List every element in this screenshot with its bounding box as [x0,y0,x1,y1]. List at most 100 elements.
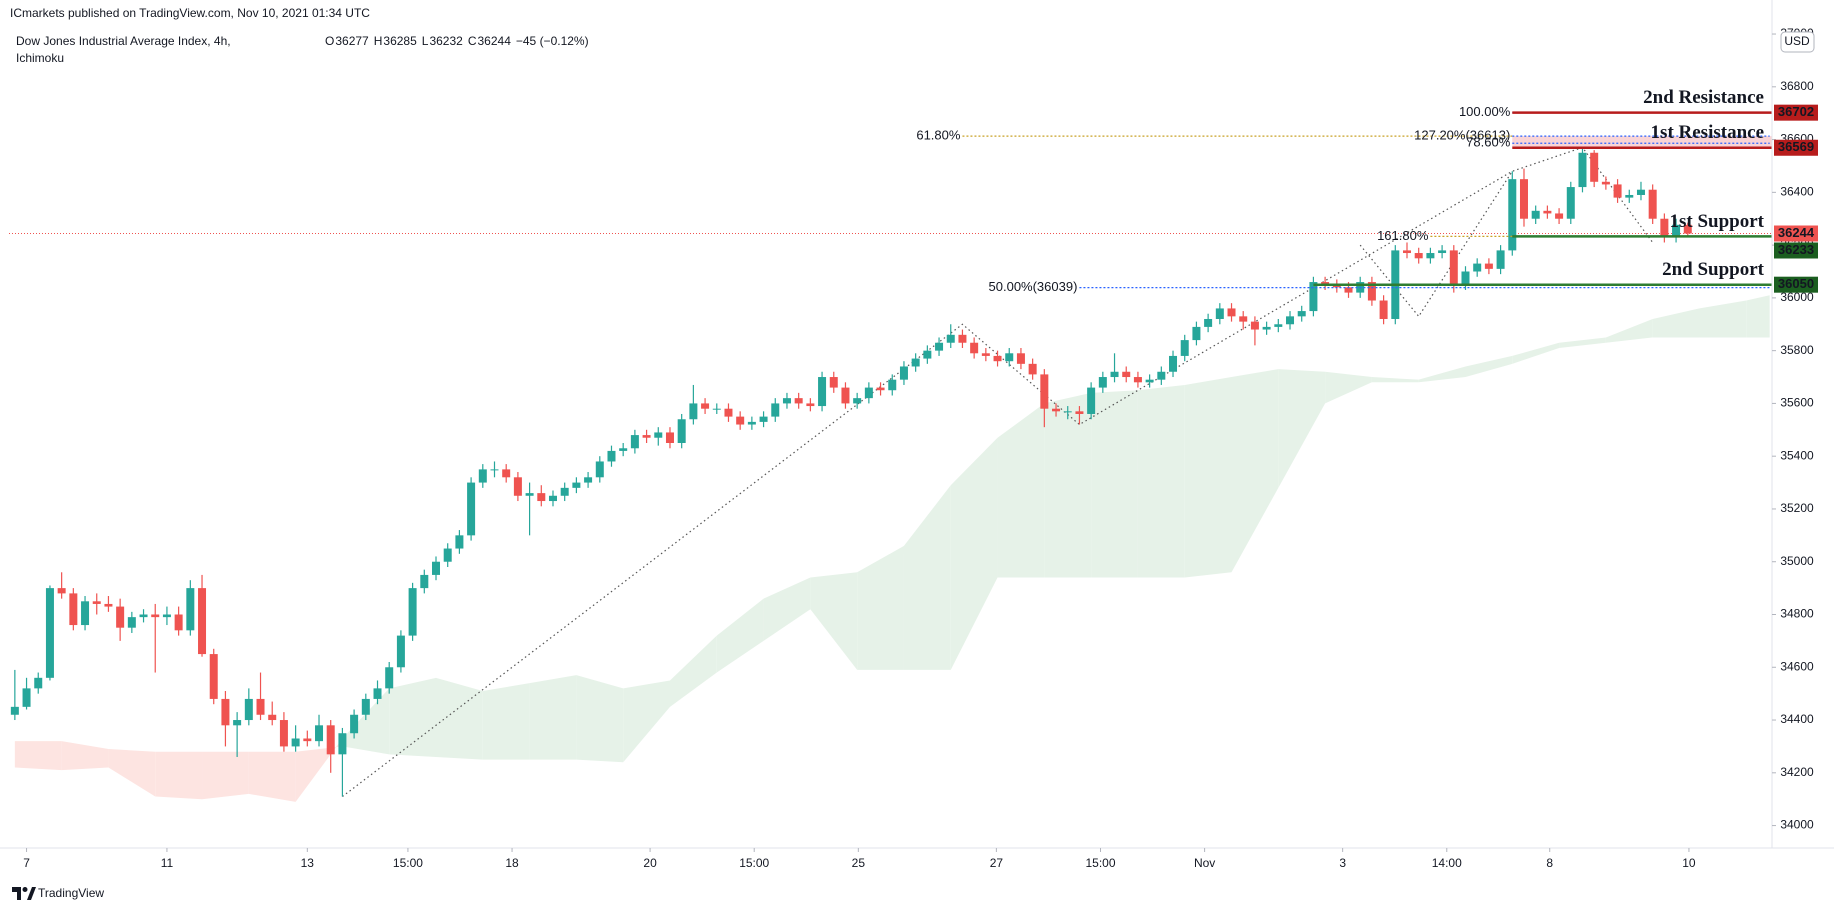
cloud-segment [1465,355,1513,378]
cloud-segment [716,598,764,673]
price-badge-label: 36569 [1778,139,1814,154]
candle-body [57,588,66,594]
candle-body [853,398,862,404]
cloud-segment [1184,377,1232,578]
candle-body [771,403,780,417]
candle-body [1660,218,1669,238]
ohlc-value: 36285 [383,34,417,48]
candle-body [139,614,148,618]
x-tick-label: Nov [1194,856,1215,870]
candle-body [689,403,698,420]
ohlc-value: 36277 [335,34,369,48]
fib-label: 127.20%(36613) [1414,128,1510,143]
candle-body [1625,194,1634,198]
x-tick-label: 20 [643,856,657,870]
cloud-segment [950,437,998,670]
candle-body [630,435,639,449]
candle-body [361,698,370,715]
candle-body [443,548,452,562]
candle-body [244,698,253,721]
candle-body [1016,353,1025,364]
cloud-segment [1278,369,1326,488]
candle-body [338,733,347,755]
y-tick-label: 34400 [1780,712,1814,726]
candle-body [104,603,113,607]
candle-body [1262,326,1271,330]
x-tick-label: 10 [1682,856,1696,870]
cloud-segment [903,485,951,670]
candle-body [315,725,324,742]
y-tick-label: 35800 [1780,343,1814,357]
cloud-segment [576,675,624,763]
candle-body [642,435,651,438]
candle-body [1344,287,1353,293]
cloud-segment [295,738,343,802]
cloud-segment [1605,318,1653,343]
candle-body [1309,282,1318,312]
x-tick-label: 3 [1339,856,1346,870]
candle-body [116,606,125,628]
candle-body [45,588,54,678]
cloud-segment [436,677,483,760]
candle-body [677,419,686,443]
candle-body [1683,224,1692,234]
candle-body [1601,181,1610,185]
candle-body [1274,324,1283,327]
candle-body [350,714,359,734]
candle-body [525,493,534,496]
candle-body [1204,318,1213,327]
published-note: ICmarkets published on TradingView.com, … [10,6,370,20]
candle-body [724,408,733,417]
fib-label: 100.00% [1459,104,1511,119]
resistance-zone [1512,136,1772,148]
candle-body [1414,253,1423,259]
candle-body [829,377,838,388]
cloud-segment [997,403,1045,578]
candle-body [478,469,487,483]
candle-body [1110,371,1119,378]
candle-body [81,601,90,626]
currency-label[interactable]: USD [1784,34,1810,48]
candle-body [1367,282,1376,301]
cloud-segment [810,572,858,670]
level-label: 2nd Resistance [1643,87,1764,108]
fib-label: 161.80% [1377,228,1429,243]
x-tick-label: 25 [852,856,866,870]
candle-body [619,448,628,451]
currency-box[interactable] [1780,31,1815,53]
candle-body [1052,408,1061,412]
candle-body [1169,355,1178,372]
candle-body [993,355,1002,362]
candle-body [572,482,581,488]
candle-body [911,358,920,367]
candle-body [1297,311,1306,317]
candle-body [712,408,721,410]
candle-body [1648,189,1657,219]
candle-body [1028,363,1037,375]
price-badge [1774,276,1818,293]
cloud-segment [248,751,296,802]
candle-body [970,342,979,354]
logo-part [27,887,36,900]
footer-brand: TradingView [38,886,104,900]
candle-body [665,432,674,443]
x-tick-label: 15:00 [393,856,423,870]
x-tick-label: 18 [505,856,519,870]
candle-body [373,688,382,699]
candle-body [1438,250,1447,254]
ohlc-change: −45 (−0.12%) [516,34,589,48]
candle-body [806,403,815,407]
candle-body [1496,250,1505,269]
ohlc-letter: C [468,34,477,48]
candle-body [209,654,218,699]
candle-body [502,469,511,478]
candle-body [396,635,405,668]
candle-body [34,677,43,689]
y-tick-label: 35200 [1780,501,1814,515]
candle-body [1122,371,1131,378]
candle-body [701,403,710,409]
candle-body [1286,316,1295,325]
cloud-segment [529,675,577,760]
y-tick-label: 34600 [1780,659,1814,673]
x-tick-label: 13 [301,856,315,870]
